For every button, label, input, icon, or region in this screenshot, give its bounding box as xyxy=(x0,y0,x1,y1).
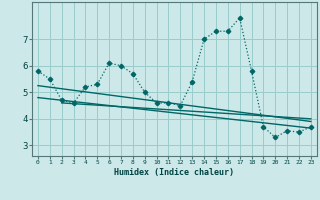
X-axis label: Humidex (Indice chaleur): Humidex (Indice chaleur) xyxy=(115,168,234,177)
